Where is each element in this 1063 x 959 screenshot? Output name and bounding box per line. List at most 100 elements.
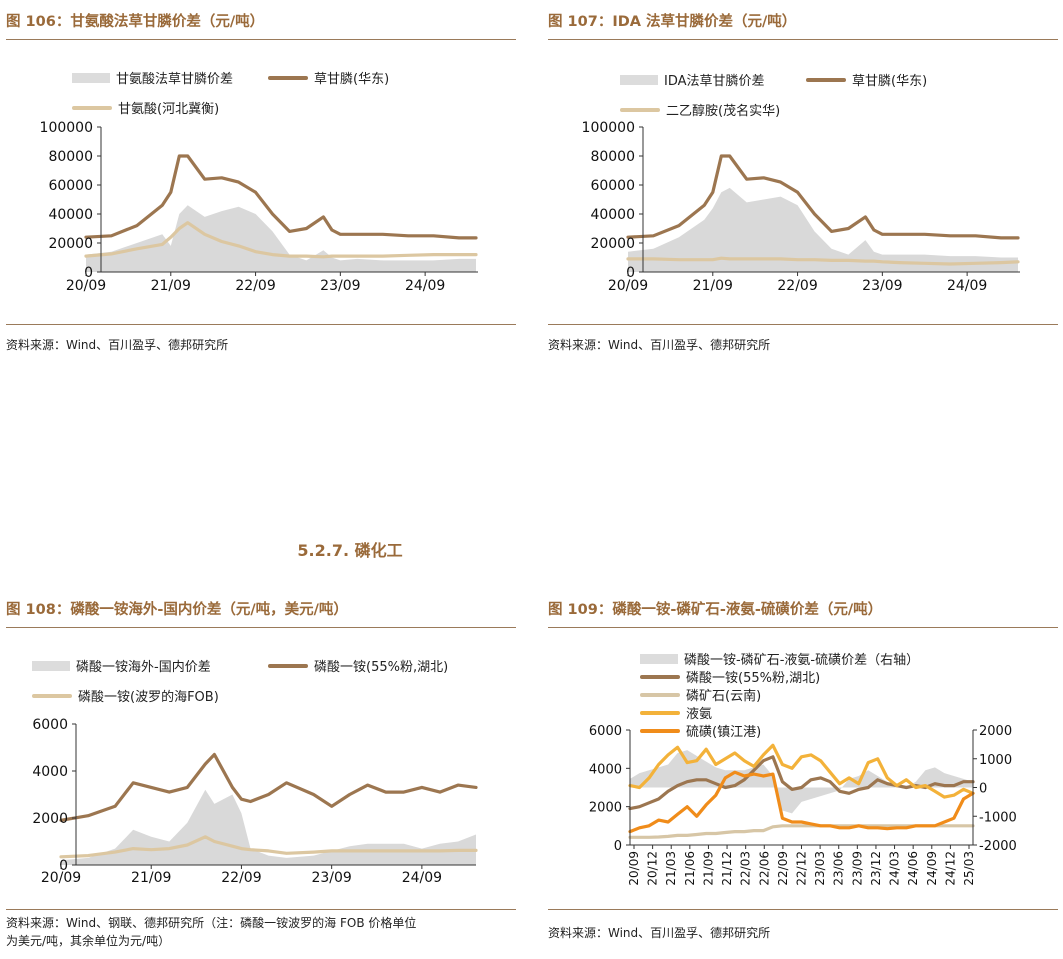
x-tick-label: 23/09 bbox=[311, 870, 351, 886]
chart-109-title: 图 109：磷酸一铵-磷矿石-液氨-硫磺价差（元/吨） bbox=[548, 602, 883, 618]
chart-109-legend-area: 磷酸一铵-磷矿石-液氨-硫磺价差（右轴） bbox=[640, 649, 919, 668]
series-line-3 bbox=[628, 743, 975, 799]
x-tick-label: 24/03 bbox=[888, 851, 902, 886]
series-area-0 bbox=[61, 789, 476, 865]
legend-line-swatch bbox=[640, 728, 680, 733]
chart-108-bottom-rule bbox=[6, 909, 516, 910]
chart-107-bottom-rule bbox=[548, 324, 1058, 325]
legend-area-swatch bbox=[32, 660, 70, 671]
series-line-2 bbox=[59, 835, 478, 859]
legend-area-swatch bbox=[620, 74, 658, 85]
x-tick-label: 24/09 bbox=[405, 278, 445, 294]
y-tick-label: 80000 bbox=[48, 149, 93, 165]
y-tick-label: 0 bbox=[59, 858, 68, 874]
legend-line-swatch bbox=[640, 674, 680, 679]
x-tick-label: 22/09 bbox=[221, 870, 261, 886]
y-tick-label: 0 bbox=[614, 839, 622, 854]
y-tick-label: 40000 bbox=[590, 207, 635, 223]
y-tick-label: 2000 bbox=[589, 801, 622, 816]
y-tick-label: 4000 bbox=[589, 762, 622, 777]
x-tick-label: 23/06 bbox=[832, 851, 846, 886]
x-tick-label: 22/09 bbox=[235, 278, 275, 294]
chart-108-svg: 0 2000 4000 6000 20/09 21/09 22/09 23/09 24/09 bbox=[32, 717, 478, 886]
series-line-1 bbox=[626, 154, 1020, 240]
chart-108-top-rule bbox=[6, 627, 516, 628]
x-tick-label: 24/06 bbox=[906, 851, 920, 886]
legend-line-swatch bbox=[32, 693, 72, 698]
y-tick-label: 20000 bbox=[48, 236, 93, 252]
x-tick-label: 21/06 bbox=[683, 851, 697, 886]
chart-109-legend-rock: 磷矿石(云南) bbox=[640, 685, 761, 704]
y-tick-label: 80000 bbox=[590, 149, 635, 165]
x-tick-label: 21/03 bbox=[664, 851, 678, 886]
x-tick-label: 20/09 bbox=[627, 851, 641, 886]
x-tick-label: 24/09 bbox=[947, 278, 987, 294]
legend-line-swatch bbox=[268, 75, 308, 80]
chart-106-legend-second: 甘氨酸(河北冀衡) bbox=[72, 98, 219, 117]
chart-109-top-rule bbox=[548, 627, 1058, 628]
chart-106-legend-main: 草甘膦(华东) bbox=[268, 68, 389, 87]
y-right-tick-label: 0 bbox=[979, 782, 987, 797]
y-tick-label: 0 bbox=[626, 265, 635, 281]
chart-109-source: 资料来源：Wind、百川盈孚、德邦研究所 bbox=[548, 926, 771, 940]
chart-108-source: 资料来源：Wind、钢联、德邦研究所（注：磷酸一铵波罗的海 FOB 价格单位 为… bbox=[6, 914, 416, 950]
y-right-tick-label: -2000 bbox=[979, 839, 1017, 854]
chart-108-source-line2: 为美元/吨，其余单位为元/吨） bbox=[6, 934, 171, 948]
y-tick-label: 60000 bbox=[590, 178, 635, 194]
series-line-2 bbox=[628, 824, 975, 839]
legend-area-swatch bbox=[640, 653, 678, 664]
x-tick-label: 22/09 bbox=[777, 278, 817, 294]
x-tick-label: 21/12 bbox=[720, 851, 734, 886]
section-title: 5.2.7. 磷化工 bbox=[297, 541, 403, 560]
legend-line-swatch bbox=[640, 692, 680, 697]
x-tick-label: 21/09 bbox=[701, 851, 715, 886]
series-line-2 bbox=[84, 221, 478, 259]
x-tick-label: 23/09 bbox=[850, 851, 864, 886]
series-area-0 bbox=[628, 187, 1018, 272]
chart-107-top-rule bbox=[548, 39, 1058, 40]
chart-109-legend-main: 磷酸一铵(55%粉,湖北) bbox=[640, 667, 820, 686]
y-right-tick-label: -1000 bbox=[979, 810, 1017, 825]
chart-106-legend-area: 甘氨酸法草甘膦价差 bbox=[72, 68, 233, 87]
chart-108-panel: 图 108：磷酸一铵海外-国内价差（元/吨，美元/吨） 磷酸一铵海外-国内价差 … bbox=[6, 598, 516, 959]
x-tick-label: 20/09 bbox=[41, 870, 81, 886]
chart-107-legend-area: IDA法草甘膦价差 bbox=[620, 70, 765, 89]
y-right-tick-label: 2000 bbox=[979, 724, 1012, 739]
legend-line-swatch bbox=[620, 107, 660, 112]
series-area-0 bbox=[630, 750, 973, 814]
y-tick-label: 6000 bbox=[32, 717, 68, 733]
legend-line-swatch bbox=[72, 105, 112, 110]
series-line-2 bbox=[626, 256, 1020, 266]
chart-109-bottom-rule bbox=[548, 909, 1058, 910]
x-tick-label: 20/09 bbox=[66, 278, 106, 294]
chart-109-legend-ammonia: 液氨 bbox=[640, 703, 712, 722]
x-tick-label: 23/12 bbox=[869, 851, 883, 886]
legend-line-swatch bbox=[268, 663, 308, 668]
series-line-1 bbox=[84, 154, 478, 240]
x-tick-label: 21/09 bbox=[151, 278, 191, 294]
y-tick-label: 100000 bbox=[582, 120, 635, 136]
x-tick-label: 22/12 bbox=[795, 851, 809, 886]
y-tick-label: 4000 bbox=[32, 764, 68, 780]
chart-106-bottom-rule bbox=[6, 324, 516, 325]
legend-line-swatch bbox=[806, 77, 846, 82]
y-right-tick-label: 1000 bbox=[979, 753, 1012, 768]
chart-107-title: 图 107：IDA 法草甘膦价差（元/吨） bbox=[548, 14, 797, 30]
x-tick-label: 21/09 bbox=[693, 278, 733, 294]
chart-109-svg: 0 2000 4000 6000 -2000 -1000 0 1000 2000 20/09 20/… bbox=[589, 724, 1017, 886]
series-line-1 bbox=[59, 752, 478, 822]
y-tick-label: 40000 bbox=[48, 207, 93, 223]
chart-107-legend-main: 草甘膦(华东) bbox=[806, 70, 927, 89]
chart-108-legend-area: 磷酸一铵海外-国内价差 bbox=[32, 656, 211, 675]
chart-108-legend-main: 磷酸一铵(55%粉,湖北) bbox=[268, 656, 448, 675]
y-tick-label: 0 bbox=[84, 265, 93, 281]
chart-108-title: 图 108：磷酸一铵海外-国内价差（元/吨，美元/吨） bbox=[6, 602, 348, 618]
chart-109-panel: 图 109：磷酸一铵-磷矿石-液氨-硫磺价差（元/吨） 磷酸一铵-磷矿石-液氨-… bbox=[548, 598, 1058, 959]
series-area-0 bbox=[86, 205, 476, 272]
legend-area-swatch bbox=[72, 72, 110, 83]
chart-106-svg: 0 20000 40000 60000 80000 100000 20/09 21/09 22/… bbox=[40, 120, 478, 294]
x-tick-label: 24/09 bbox=[925, 851, 939, 886]
x-tick-label: 24/12 bbox=[943, 851, 957, 886]
chart-108-source-line1: 资料来源：Wind、钢联、德邦研究所（注：磷酸一铵波罗的海 FOB 价格单位 bbox=[6, 916, 417, 930]
chart-108-legend-second: 磷酸一铵(波罗的海FOB) bbox=[32, 686, 219, 705]
